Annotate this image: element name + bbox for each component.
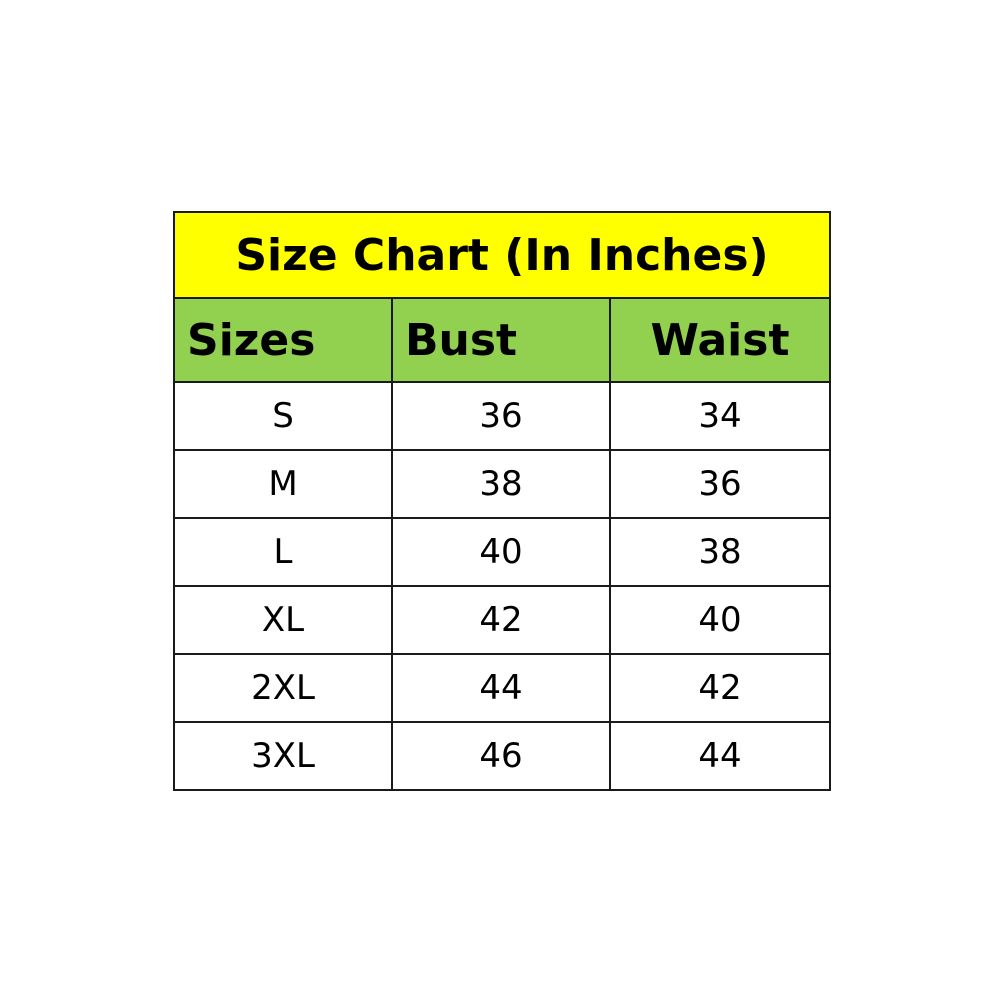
waist-cell: 38 (609, 517, 831, 587)
size-cell: 2XL (173, 653, 393, 723)
bust-cell: 46 (391, 721, 611, 791)
bust-cell: 42 (391, 585, 611, 655)
table-title: Size Chart (In Inches) (173, 211, 831, 299)
header-sizes: Sizes (173, 297, 393, 383)
header-waist: Waist (609, 297, 831, 383)
waist-cell: 36 (609, 449, 831, 519)
size-cell: 3XL (173, 721, 393, 791)
bust-cell: 38 (391, 449, 611, 519)
table-row: 3XL 46 44 (173, 721, 831, 791)
size-cell: M (173, 449, 393, 519)
waist-cell: 40 (609, 585, 831, 655)
bust-cell: 40 (391, 517, 611, 587)
header-row: Sizes Bust Waist (173, 297, 831, 383)
bust-cell: 44 (391, 653, 611, 723)
table-row: L 40 38 (173, 517, 831, 587)
bust-cell: 36 (391, 381, 611, 451)
table-row: 2XL 44 42 (173, 653, 831, 723)
size-cell: XL (173, 585, 393, 655)
header-bust: Bust (391, 297, 611, 383)
table-row: M 38 36 (173, 449, 831, 519)
waist-cell: 42 (609, 653, 831, 723)
size-chart-table: Size Chart (In Inches) Sizes Bust Waist … (173, 211, 831, 791)
title-row: Size Chart (In Inches) (173, 211, 831, 299)
waist-cell: 44 (609, 721, 831, 791)
table-row: S 36 34 (173, 381, 831, 451)
size-cell: L (173, 517, 393, 587)
table-row: XL 42 40 (173, 585, 831, 655)
waist-cell: 34 (609, 381, 831, 451)
size-cell: S (173, 381, 393, 451)
